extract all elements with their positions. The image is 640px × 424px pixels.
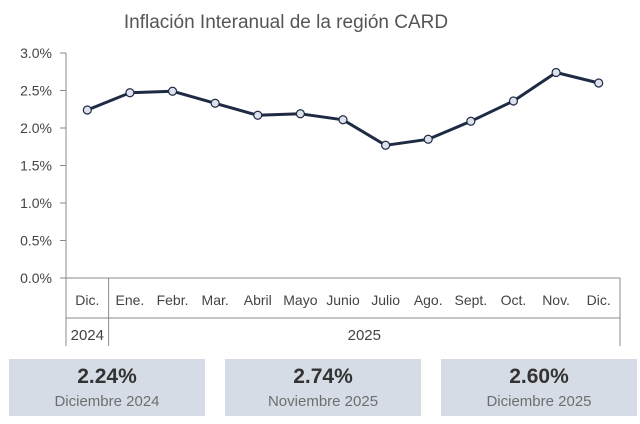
y-tick-label: 2.0% [20, 120, 52, 136]
data-point [125, 88, 135, 98]
year-group-label: 2024 [71, 327, 104, 344]
summary-card-dec-2024: 2.24% Diciembre 2024 [9, 359, 205, 416]
x-tick-label: Mar. [202, 292, 229, 308]
chart-title: Inflación Interanual de la región CARD [124, 12, 448, 33]
x-tick-label: Julio [371, 292, 400, 308]
data-point [167, 86, 178, 96]
data-point [594, 78, 604, 88]
data-point [423, 134, 433, 144]
data-points [82, 67, 604, 150]
y-tick-label: 0.5% [20, 233, 52, 249]
data-point [508, 96, 519, 106]
data-point [253, 110, 263, 120]
data-point [295, 109, 305, 119]
y-tick-label: 0.0% [20, 270, 52, 286]
data-point [82, 105, 92, 115]
inflation-line-chart: Inflación Interanual de la región CARD 0… [20, 12, 621, 346]
data-point [210, 98, 220, 108]
summary-card-nov-2025: 2.74% Noviembre 2025 [225, 359, 421, 416]
y-tick-label: 1.0% [20, 195, 52, 211]
x-tick-label: Oct. [501, 292, 527, 308]
y-tick-label: 3.0% [20, 45, 52, 61]
x-tick-label: Dic. [75, 292, 99, 308]
x-tick-label: Sept. [454, 292, 487, 308]
year-group-label: 2025 [348, 327, 381, 344]
data-point [381, 140, 391, 150]
series-line [86, 71, 600, 147]
card-label: Diciembre 2025 [486, 393, 592, 410]
card-label: Diciembre 2024 [54, 393, 160, 410]
data-point [338, 115, 348, 125]
data-point [466, 116, 476, 126]
summary-card-dec-2025: 2.60% Diciembre 2025 [441, 359, 637, 416]
y-tick-label: 1.5% [20, 158, 52, 174]
card-value: 2.24% [77, 365, 137, 388]
x-tick-label: Junio [326, 292, 360, 308]
x-tick-label: Febr. [157, 292, 189, 308]
y-axis: 0.0% 0.5% 1.0% 1.5% 2.0% 2.5% 3.0% [20, 45, 67, 286]
data-point [551, 67, 561, 78]
x-tick-label: Nov. [542, 292, 570, 308]
x-tick-label: Ene. [116, 292, 145, 308]
x-tick-label: Mayo [283, 292, 317, 308]
card-value: 2.74% [293, 365, 353, 388]
card-value: 2.60% [509, 365, 569, 388]
x-axis: Dic. Ene. Febr. Mar. Abril Mayo Junio Julio Ago.… [65, 277, 621, 346]
x-tick-label: Ago. [414, 292, 443, 308]
x-tick-label: Dic. [587, 292, 611, 308]
card-label: Noviembre 2025 [267, 393, 379, 410]
y-tick-label: 2.5% [20, 83, 52, 99]
x-tick-label: Abril [244, 292, 272, 308]
